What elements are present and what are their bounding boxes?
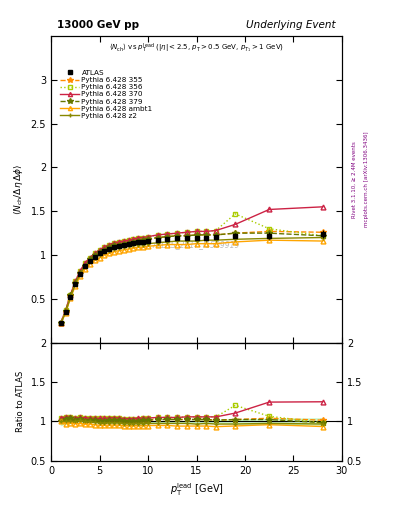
Legend: ATLAS, Pythia 6.428 355, Pythia 6.428 356, Pythia 6.428 370, Pythia 6.428 379, P: ATLAS, Pythia 6.428 355, Pythia 6.428 35… bbox=[58, 67, 156, 122]
X-axis label: $p_{\rm T}^{\rm lead}$ [GeV]: $p_{\rm T}^{\rm lead}$ [GeV] bbox=[170, 481, 223, 498]
Text: Underlying Event: Underlying Event bbox=[246, 19, 336, 30]
Text: $\langle N_{\rm ch}\rangle$ vs $p_{\rm T}^{\rm lead}$ ($|\eta| < 2.5$, $p_{\rm T: $\langle N_{\rm ch}\rangle$ vs $p_{\rm T… bbox=[109, 42, 284, 55]
Text: mcplots.cern.ch [arXiv:1306.3436]: mcplots.cern.ch [arXiv:1306.3436] bbox=[364, 132, 369, 227]
Y-axis label: $\langle N_{\rm ch}/ \Delta\eta\,\Delta\phi \rangle$: $\langle N_{\rm ch}/ \Delta\eta\,\Delta\… bbox=[12, 164, 25, 215]
Text: ATLAS_2017_I1509919: ATLAS_2017_I1509919 bbox=[153, 240, 240, 249]
Y-axis label: Ratio to ATLAS: Ratio to ATLAS bbox=[16, 371, 25, 433]
Text: Rivet 3.1.10, ≥ 2.4M events: Rivet 3.1.10, ≥ 2.4M events bbox=[352, 141, 357, 218]
Text: 13000 GeV pp: 13000 GeV pp bbox=[57, 19, 139, 30]
